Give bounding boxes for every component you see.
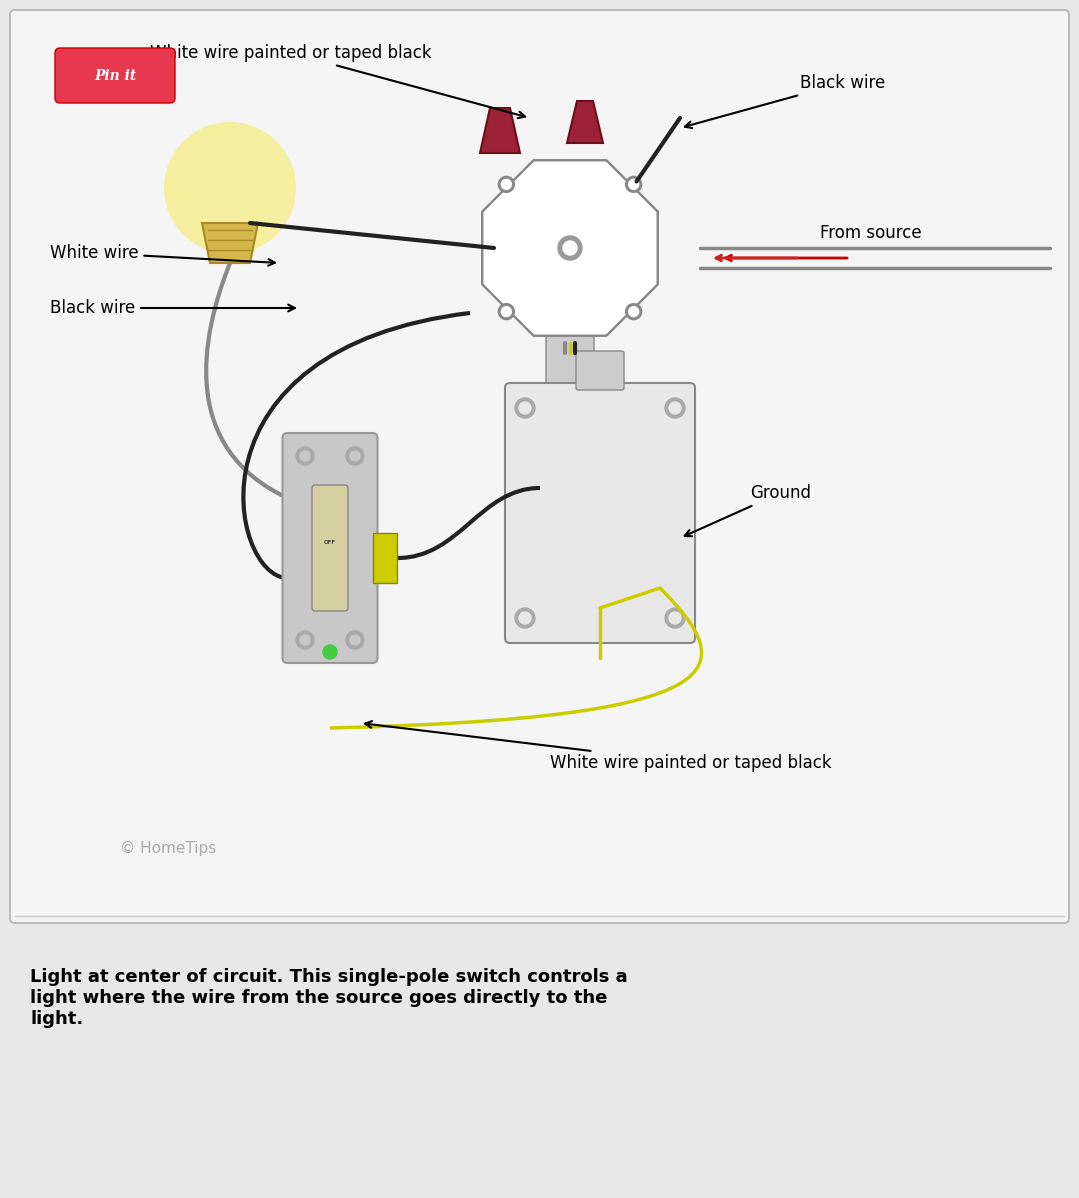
Circle shape: [502, 180, 511, 189]
Text: From source: From source: [820, 224, 921, 242]
FancyBboxPatch shape: [283, 432, 378, 662]
Circle shape: [296, 447, 314, 465]
Circle shape: [498, 176, 515, 193]
Circle shape: [502, 307, 511, 316]
Text: Pin it: Pin it: [94, 68, 136, 83]
Circle shape: [629, 180, 639, 189]
Text: OFF: OFF: [324, 540, 336, 545]
Circle shape: [300, 450, 310, 461]
Text: © HomeTips: © HomeTips: [120, 841, 216, 855]
Circle shape: [498, 303, 515, 320]
Circle shape: [629, 307, 639, 316]
FancyBboxPatch shape: [576, 351, 624, 391]
Circle shape: [626, 176, 642, 193]
Circle shape: [165, 123, 295, 253]
FancyBboxPatch shape: [372, 533, 397, 583]
Text: White wire: White wire: [50, 244, 275, 266]
FancyBboxPatch shape: [505, 383, 695, 643]
Text: White wire painted or taped black: White wire painted or taped black: [150, 44, 525, 119]
FancyBboxPatch shape: [546, 335, 595, 391]
Circle shape: [515, 609, 535, 628]
Text: White wire painted or taped black: White wire painted or taped black: [365, 721, 832, 772]
Circle shape: [558, 236, 582, 260]
Circle shape: [519, 403, 531, 415]
Text: Black wire: Black wire: [685, 74, 885, 128]
Circle shape: [665, 609, 685, 628]
Circle shape: [669, 612, 681, 624]
Circle shape: [346, 447, 364, 465]
Polygon shape: [480, 108, 520, 153]
Circle shape: [665, 398, 685, 418]
Circle shape: [350, 450, 360, 461]
Circle shape: [346, 631, 364, 649]
Polygon shape: [566, 101, 603, 143]
Circle shape: [300, 635, 310, 645]
Text: Light at center of circuit. This single-pole switch controls a
light where the w: Light at center of circuit. This single-…: [30, 968, 628, 1028]
FancyBboxPatch shape: [10, 10, 1069, 922]
Polygon shape: [482, 161, 658, 335]
Circle shape: [563, 241, 577, 255]
Circle shape: [296, 631, 314, 649]
Text: Black wire: Black wire: [50, 300, 295, 317]
Polygon shape: [202, 223, 258, 264]
Circle shape: [350, 635, 360, 645]
Circle shape: [515, 398, 535, 418]
FancyBboxPatch shape: [55, 48, 175, 103]
Circle shape: [323, 645, 337, 659]
FancyBboxPatch shape: [312, 485, 349, 611]
FancyBboxPatch shape: [555, 353, 585, 393]
Circle shape: [669, 403, 681, 415]
Circle shape: [519, 612, 531, 624]
Circle shape: [626, 303, 642, 320]
Text: Ground: Ground: [685, 484, 811, 537]
